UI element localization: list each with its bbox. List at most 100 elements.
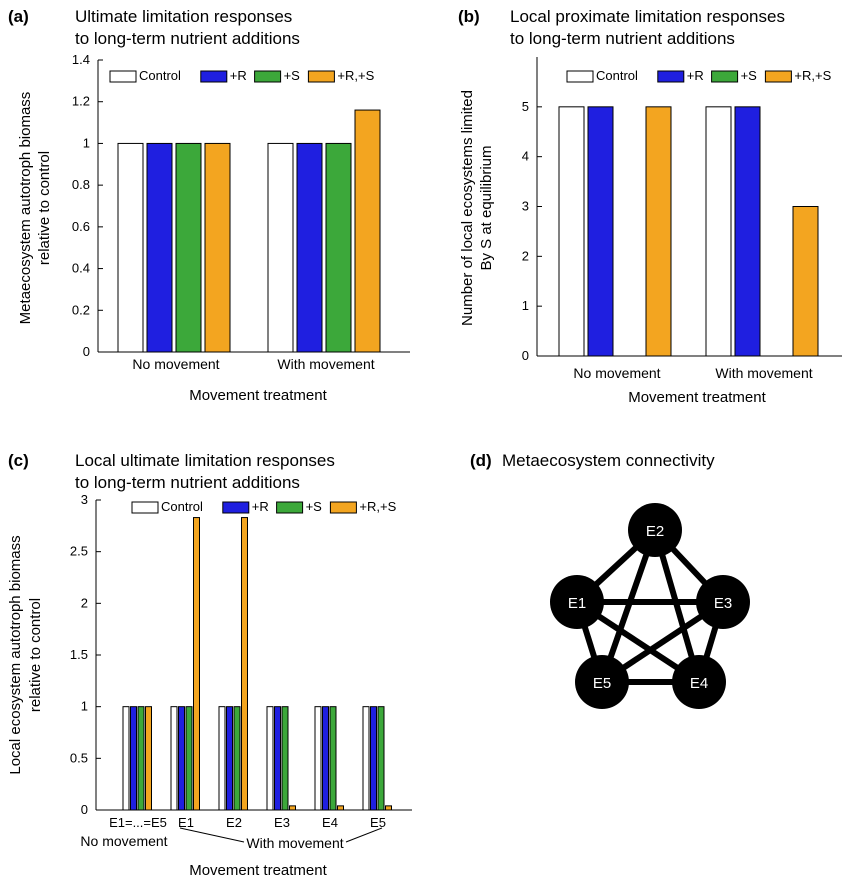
panel-b-ytick-label: 1 (522, 298, 529, 313)
panel-a-bar-with-movement-plus-r-plus-s (354, 109, 381, 353)
panel-a-bar-with-movement-plus-r (296, 142, 323, 353)
panel-c-ytick-label: 0.5 (70, 750, 88, 765)
panel-c-bar-e3-control (266, 706, 274, 811)
panel-b-ytick-label: 4 (522, 149, 529, 164)
panel-b-category-with-movement: With movement (715, 365, 812, 381)
panel-b-ytick-label: 0 (522, 348, 529, 363)
node-label-e5: E5 (593, 675, 611, 692)
node-e3 (696, 575, 750, 629)
panel-a-category-with-movement: With movement (277, 356, 374, 372)
panel-c-title-line2: to long-term nutrient additions (75, 473, 300, 492)
panel-b-bar-no-movement-control (558, 106, 585, 357)
panel-b-category-no-movement: No movement (573, 365, 660, 381)
panel-a-legend-plus-r-plus-s: +R,+S (337, 68, 374, 83)
panel-c-ytick-label: 2.5 (70, 544, 88, 559)
panel-b-ylabel-line2: By S at equilibrium (478, 145, 495, 270)
panel-d-label: (d) (470, 451, 492, 470)
panel-a-bar-no-movement-plus-r (146, 142, 173, 353)
panel-c-bar-e1-e5-plus-r (130, 706, 137, 811)
node-e4 (672, 655, 726, 709)
panel-a-legend-swatch-control (109, 70, 137, 83)
panel-b-legend-swatch-control (566, 70, 594, 83)
panel-a-legend-swatch-plus-r-plus-s (307, 70, 335, 83)
panel-a-title-line2: to long-term nutrient additions (75, 29, 300, 48)
panel-a-legend-plus-s: +S (284, 68, 301, 83)
panel-a-legend-swatch-plus-r (200, 70, 228, 83)
panel-c-bar-e3-plus-r-plus-s (289, 805, 296, 811)
panel-c-category-e1: E1 (178, 815, 194, 830)
panel-c-bar-e5-plus-r (370, 706, 377, 811)
panel-c-bar-e1-plus-s (185, 706, 193, 811)
panel-b-ylabel-line1: Number of local ecosystems limited (459, 90, 476, 326)
panel-a: (a) Ultimate limitation responses to lon… (8, 7, 410, 404)
panel-a-bar-with-movement-control (267, 142, 294, 353)
panel-b-legend-swatch-plus-s (711, 70, 739, 83)
panel-c: (c) Local ultimate limitation responses … (7, 451, 412, 879)
panel-c-legend-plus-r: +R (252, 499, 269, 514)
panel-b-ytick-label: 2 (522, 248, 529, 263)
panel-c-category-e1-e5: E1=...=E5 (109, 815, 167, 830)
panel-b-bar-no-movement-plus-r (587, 106, 614, 357)
panel-b-legend-swatch-plus-r-plus-s (764, 70, 792, 83)
panel-a-ytick-label: 1.4 (72, 52, 90, 67)
panel-b-bar-with-movement-control (705, 106, 732, 357)
panel-c-bar-e4-plus-r-plus-s (337, 805, 344, 811)
panel-c-label: (c) (8, 451, 29, 470)
panel-c-ytick-label: 1 (81, 699, 88, 714)
node-e2 (628, 503, 682, 557)
panel-a-category-no-movement: No movement (132, 356, 219, 372)
panel-c-legend-plus-r-plus-s: +R,+S (359, 499, 396, 514)
panel-d-title: Metaecosystem connectivity (502, 451, 715, 470)
panel-b-bar-with-movement-plus-r-plus-s (792, 206, 819, 357)
panel-c-group-with-movement: With movement (246, 835, 343, 851)
panel-c-title-line1: Local ultimate limitation responses (75, 451, 335, 470)
panel-a-bar-no-movement-plus-s (175, 142, 202, 353)
panel-c-ytick-label: 0 (81, 802, 88, 817)
panel-b-plot: 0 1 2 3 4 5 No movement With movement Control +R +… (522, 57, 842, 381)
panel-a-title-line1: Ultimate limitation responses (75, 7, 292, 26)
panel-c-bar-e1-e5-plus-r-plus-s (145, 706, 152, 811)
panel-a-xlabel: Movement treatment (189, 387, 327, 404)
panel-b-bar-no-movement-plus-r-plus-s (645, 106, 672, 357)
node-e5 (575, 655, 629, 709)
panel-c-bar-e5-plus-r-plus-s (385, 805, 392, 811)
node-e1 (550, 575, 604, 629)
panel-c-bracket-left (179, 827, 245, 843)
panel-a-ytick-label: 1 (83, 135, 90, 150)
panel-b-ytick-label: 3 (522, 199, 529, 214)
panel-b-legend-plus-r-plus-s: +R,+S (794, 68, 831, 83)
panel-c-bar-e1-plus-r-plus-s (193, 517, 200, 811)
panel-c-ylabel-line1: Local ecosystem autotroph biomass (7, 535, 24, 774)
panel-b: (b) Local proximate limitation responses… (458, 7, 842, 406)
panel-c-bar-e3-plus-r (274, 706, 281, 811)
node-label-e4: E4 (690, 675, 708, 692)
panel-b-label: (b) (458, 7, 480, 26)
panel-c-bracket-right (345, 827, 383, 843)
panel-c-bar-e1-e5-control (122, 706, 130, 811)
panel-a-ytick-label: 0.6 (72, 219, 90, 234)
panel-a-ytick-label: 0.4 (72, 261, 90, 276)
panel-b-ytick-label: 5 (522, 99, 529, 114)
panel-c-category-e4: E4 (322, 815, 338, 830)
panel-c-bar-e1-plus-r (178, 706, 185, 811)
panel-c-ylabel-line2: relative to control (27, 598, 44, 712)
panel-b-legend-swatch-plus-r (657, 70, 685, 83)
panel-a-ytick-label: 0.8 (72, 177, 90, 192)
panel-c-legend-control: Control (161, 499, 203, 514)
panel-a-bar-no-movement-control (117, 142, 144, 353)
panel-a-ytick-label: 0.2 (72, 302, 90, 317)
panel-c-plot: 0 0.5 1 1.5 2 2.5 3 E1=...=E5 E1 E2 E3 E4 E5 Control +… (70, 492, 412, 830)
panel-b-title-line1: Local proximate limitation responses (510, 7, 785, 26)
panel-c-bar-e5-plus-s (377, 706, 385, 811)
panel-b-xlabel: Movement treatment (628, 389, 766, 406)
panel-b-bar-with-movement-plus-r (734, 106, 761, 357)
panel-c-ytick-label: 2 (81, 595, 88, 610)
panel-b-legend-plus-r: +R (687, 68, 704, 83)
panel-a-ytick-label: 0 (83, 344, 90, 359)
panel-a-ylabel-line1: Metaecosystem autotroph biomass (17, 92, 34, 325)
panel-c-category-e3: E3 (274, 815, 290, 830)
panel-c-bar-e1-e5-plus-s (137, 706, 145, 811)
panel-c-bar-e4-control (314, 706, 322, 811)
panel-a-legend-control: Control (139, 68, 181, 83)
